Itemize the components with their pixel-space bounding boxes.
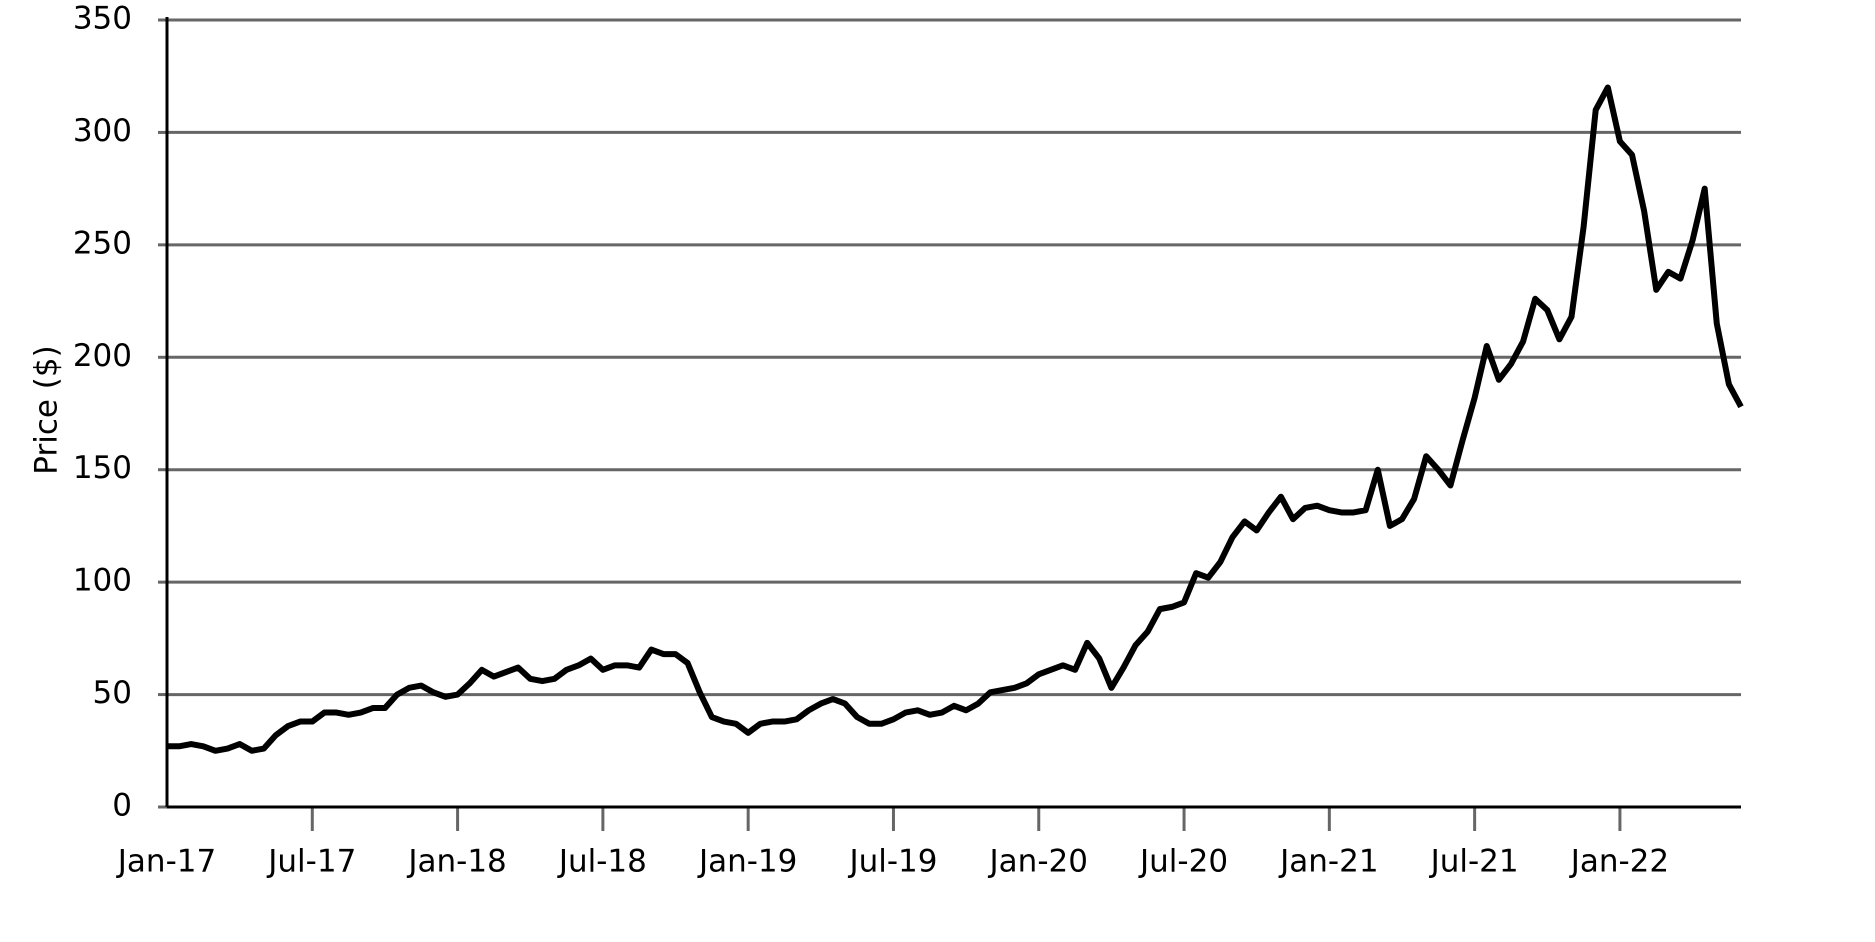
y-tick-label: 350 — [73, 1, 132, 37]
y-tick-label: 250 — [73, 225, 132, 261]
x-tick-label: Jul-21 — [1429, 844, 1519, 880]
y-tick-label: 50 — [93, 675, 132, 711]
x-tick-label: Jan-18 — [406, 844, 506, 880]
y-tick-label: 100 — [73, 563, 132, 599]
x-tick-label: Jul-17 — [266, 844, 356, 880]
x-tick-label: Jan-20 — [988, 844, 1088, 880]
price-line — [167, 84, 1744, 754]
x-tick-label: Jan-21 — [1278, 844, 1378, 880]
x-tick-label: Jan-19 — [697, 844, 797, 880]
y-tick-label: 150 — [73, 450, 132, 486]
y-tick-label: 0 — [112, 788, 132, 824]
y-tick-label: 200 — [73, 338, 132, 374]
x-tick-label: Jan-22 — [1569, 844, 1669, 880]
x-tick-label: Jul-20 — [1138, 844, 1228, 880]
y-axis-label: Price ($) — [29, 345, 65, 474]
x-tick-label: Jul-18 — [557, 844, 647, 880]
x-tick-label: Jan-17 — [116, 844, 216, 880]
y-tick-label: 300 — [73, 113, 132, 149]
x-tick-label: Jul-19 — [847, 844, 937, 880]
